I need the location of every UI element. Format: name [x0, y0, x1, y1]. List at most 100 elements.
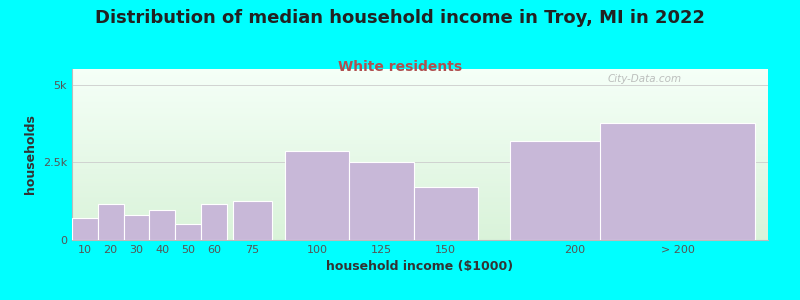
Bar: [72, 130, 768, 132]
Bar: [72, 165, 768, 167]
Bar: [72, 182, 768, 184]
Y-axis label: households: households: [24, 115, 38, 194]
Bar: [72, 185, 768, 187]
Bar: [414, 187, 478, 240]
Bar: [72, 144, 768, 146]
Bar: [72, 86, 768, 88]
Bar: [72, 184, 768, 185]
Bar: [72, 88, 768, 89]
Bar: [72, 69, 768, 71]
Bar: [72, 209, 768, 211]
Bar: [72, 208, 768, 209]
Bar: [72, 151, 768, 153]
Bar: [72, 172, 768, 173]
Bar: [72, 79, 768, 81]
Bar: [72, 189, 768, 190]
Bar: [72, 154, 768, 156]
Bar: [72, 74, 768, 76]
Bar: [72, 100, 768, 101]
Bar: [72, 153, 768, 154]
Bar: [72, 187, 768, 189]
Bar: [72, 211, 768, 213]
Bar: [72, 237, 768, 238]
Bar: [72, 218, 768, 220]
Bar: [72, 110, 768, 112]
Bar: [72, 163, 768, 165]
Text: City-Data.com: City-Data.com: [608, 74, 682, 84]
Bar: [201, 204, 226, 240]
Bar: [72, 142, 768, 144]
Bar: [98, 204, 123, 240]
Bar: [72, 95, 768, 96]
Bar: [72, 194, 768, 196]
Bar: [601, 123, 755, 240]
Bar: [72, 120, 768, 122]
Bar: [72, 113, 768, 115]
Bar: [233, 201, 272, 240]
X-axis label: household income ($1000): household income ($1000): [326, 260, 514, 273]
Bar: [349, 162, 414, 240]
Bar: [72, 161, 768, 163]
Bar: [72, 226, 768, 228]
Bar: [150, 211, 175, 240]
Bar: [72, 228, 768, 230]
Bar: [72, 106, 768, 108]
Bar: [72, 132, 768, 134]
Bar: [72, 197, 768, 199]
Bar: [72, 129, 768, 130]
Bar: [72, 233, 768, 235]
Bar: [72, 190, 768, 192]
Text: White residents: White residents: [338, 60, 462, 74]
Bar: [72, 230, 768, 232]
Bar: [72, 218, 98, 240]
Bar: [72, 146, 768, 148]
Bar: [72, 238, 768, 240]
Bar: [72, 204, 768, 206]
Bar: [72, 180, 768, 182]
Bar: [72, 83, 768, 84]
Bar: [72, 117, 768, 118]
Bar: [72, 134, 768, 136]
Bar: [72, 108, 768, 110]
Bar: [72, 232, 768, 233]
Bar: [72, 139, 768, 141]
Bar: [72, 149, 768, 151]
Bar: [72, 235, 768, 237]
Bar: [72, 93, 768, 95]
Bar: [72, 168, 768, 170]
Bar: [72, 148, 768, 149]
Bar: [72, 201, 768, 203]
Bar: [72, 112, 768, 113]
Bar: [72, 81, 768, 83]
Bar: [72, 71, 768, 72]
Bar: [72, 137, 768, 139]
Bar: [72, 77, 768, 79]
Bar: [72, 177, 768, 178]
Bar: [72, 214, 768, 216]
Bar: [72, 84, 768, 86]
Bar: [72, 202, 768, 204]
Bar: [72, 127, 768, 129]
Bar: [72, 175, 768, 177]
Bar: [72, 136, 768, 137]
Bar: [72, 221, 768, 223]
Bar: [72, 101, 768, 103]
Bar: [72, 122, 768, 124]
Bar: [72, 158, 768, 160]
Bar: [72, 96, 768, 98]
Bar: [72, 173, 768, 175]
Bar: [72, 115, 768, 117]
Bar: [72, 72, 768, 74]
Bar: [510, 140, 639, 240]
Bar: [72, 220, 768, 221]
Bar: [285, 152, 349, 240]
Bar: [72, 118, 768, 120]
Bar: [72, 223, 768, 225]
Bar: [72, 225, 768, 226]
Bar: [72, 91, 768, 93]
Bar: [72, 206, 768, 208]
Bar: [123, 215, 150, 240]
Bar: [72, 124, 768, 125]
Bar: [72, 213, 768, 214]
Bar: [72, 89, 768, 91]
